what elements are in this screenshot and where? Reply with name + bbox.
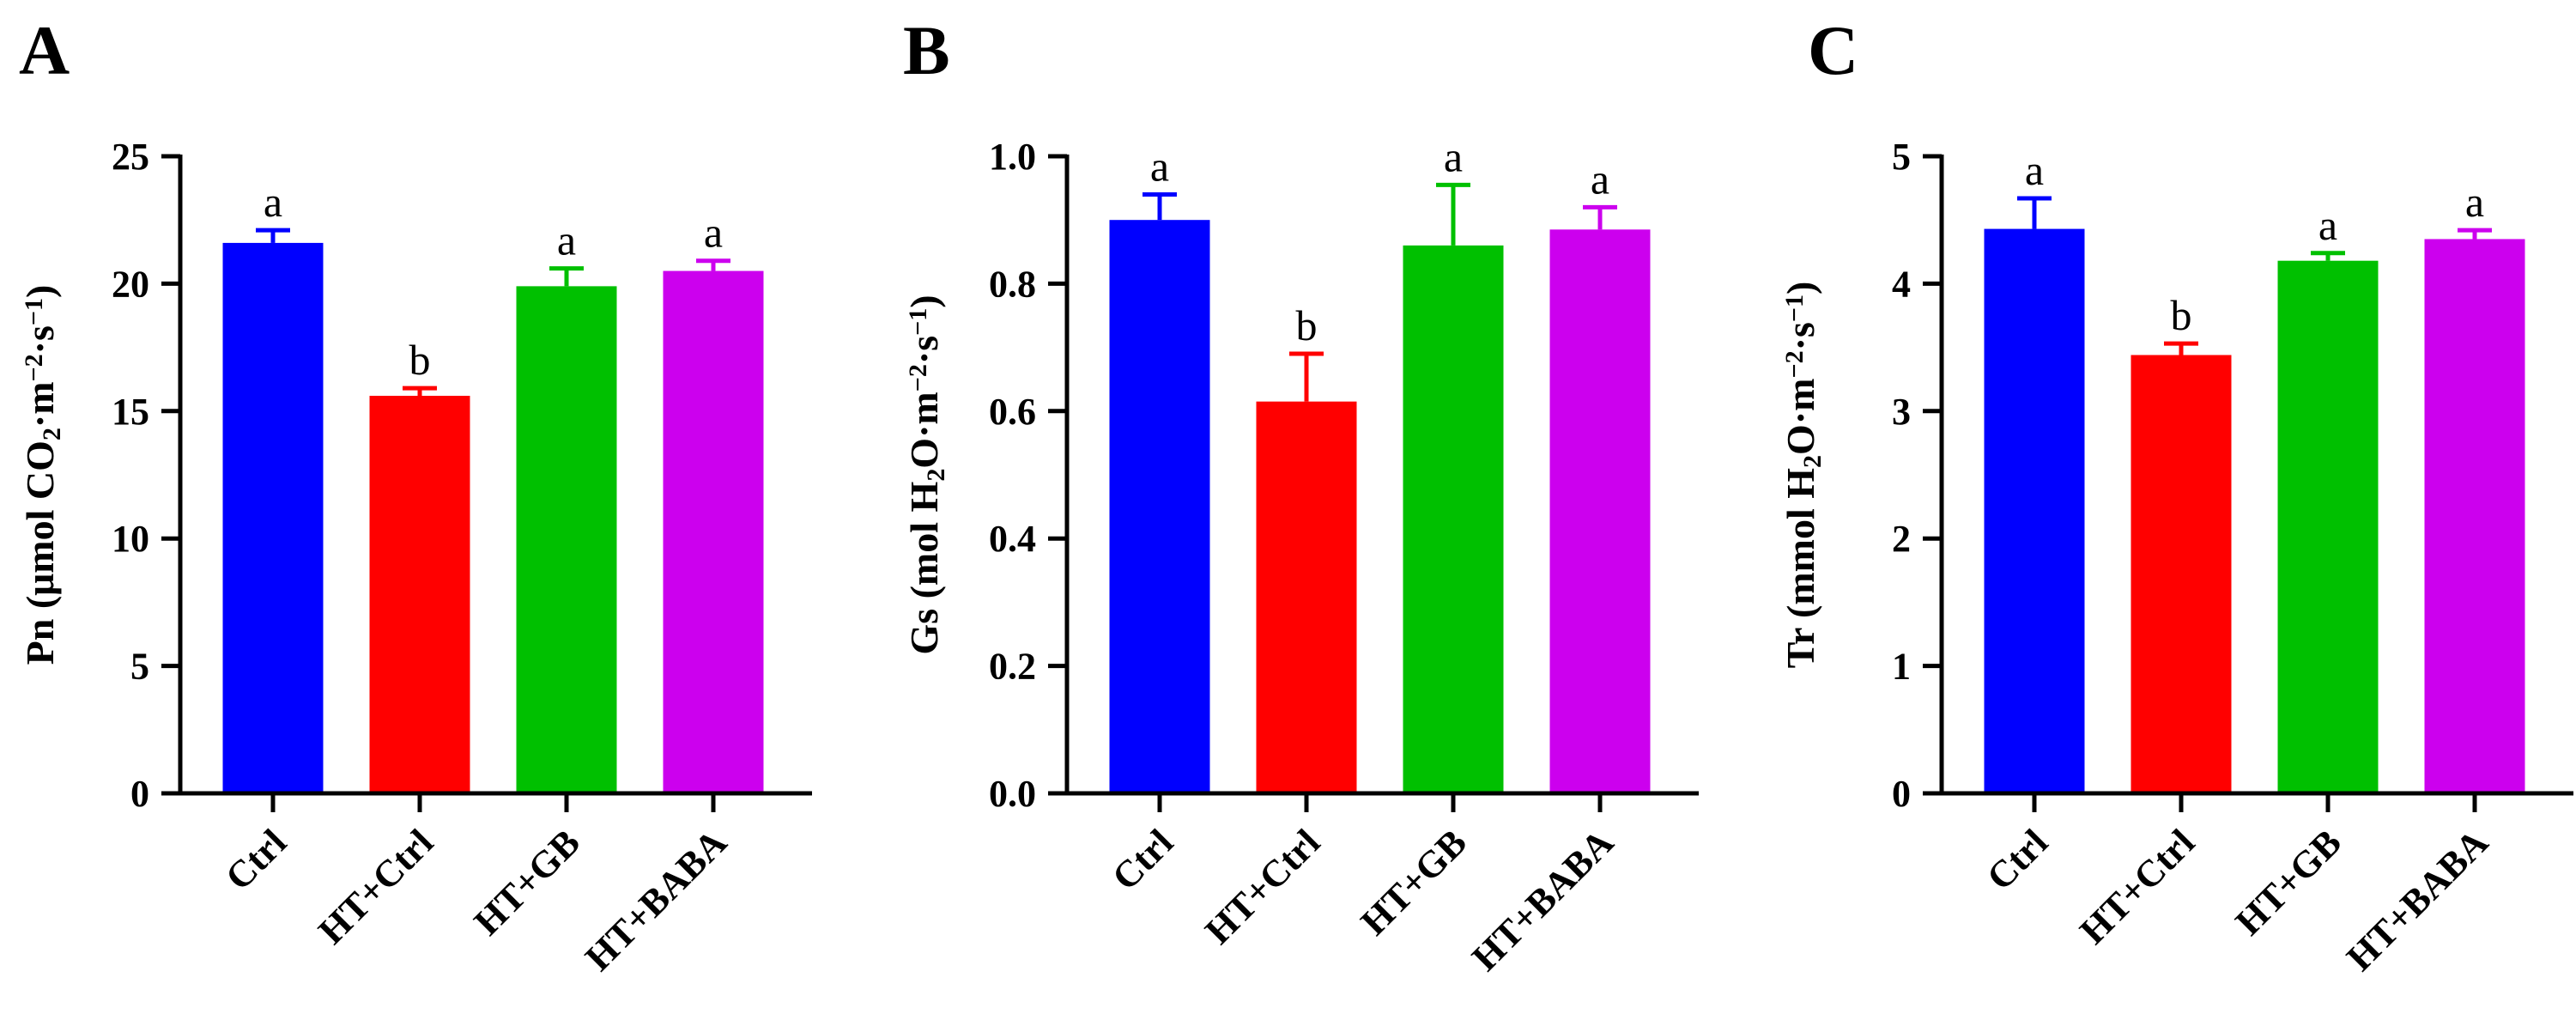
y-axis-label-part: 2 — [38, 428, 66, 440]
significance-label: a — [1150, 143, 1169, 191]
y-axis-label-part: −1 — [904, 308, 932, 336]
significance-label: a — [1444, 132, 1463, 180]
category-label: HT+GB — [1353, 821, 1475, 943]
significance-label: b — [1296, 301, 1318, 349]
y-tick-label: 0.4 — [989, 518, 1036, 560]
y-tick-label: 0 — [1892, 773, 1911, 815]
y-axis-label-part: Tr (mmol H — [1779, 468, 1822, 669]
y-axis-label-part: −2 — [904, 364, 932, 392]
category-label: HT+Ctrl — [310, 821, 441, 952]
panel-a: A Pn (μmol CO2·m−2·s−1) 0 5 10 15 20 25 a Ctrl b HT… — [18, 11, 812, 979]
y-axis-label: Tr (mmol H2O·m−2·s−1) — [1779, 282, 1827, 669]
y-tick-label: 3 — [1892, 391, 1911, 433]
y-axis-label-part: −1 — [1780, 294, 1809, 322]
category-label: Ctrl — [1104, 821, 1181, 898]
y-tick-label: 0 — [130, 773, 149, 815]
category-label: HT+Ctrl — [2071, 821, 2203, 952]
y-axis-label-part: −2 — [1780, 350, 1809, 378]
significance-label: b — [409, 336, 431, 384]
significance-label: a — [704, 209, 723, 257]
y-axis-label-part: O·m — [1779, 378, 1822, 454]
y-axis-label: Gs (mol H2O·m−2·s−1) — [902, 294, 950, 654]
y-tick-label: 2 — [1892, 518, 1911, 560]
y-axis-label-part: 2 — [1798, 455, 1827, 468]
y-tick-label: 15 — [112, 391, 149, 433]
category-label: HT+Ctrl — [1197, 821, 1328, 952]
y-tick-label: 0.0 — [989, 773, 1036, 815]
bar — [1984, 228, 2085, 793]
category-label: HT+BABA — [577, 821, 735, 979]
category-label: Ctrl — [1979, 821, 2056, 898]
panel-letter: A — [19, 11, 70, 89]
y-tick-label: 5 — [130, 646, 149, 688]
bar — [1256, 401, 1357, 793]
y-axis-label-part: ) — [902, 294, 946, 307]
y-tick-label: 1 — [1892, 646, 1911, 688]
y-axis-label-part: Pn (μmol CO — [18, 440, 62, 665]
panel-b: B Gs (mol H2O·m−2·s−1) 0.0 0.2 0.4 0.6 0.8 1.0 a… — [902, 11, 1699, 979]
category-label: HT+BABA — [1464, 821, 1621, 979]
significance-label: a — [2465, 178, 2484, 226]
category-label: HT+GB — [466, 821, 588, 943]
y-tick-label: 0.8 — [989, 263, 1036, 305]
y-axis-label-part: Gs (mol H — [902, 481, 946, 654]
significance-label: a — [1591, 155, 1609, 203]
y-tick-label: 10 — [112, 518, 149, 560]
y-axis-label-part: ·s — [1779, 322, 1822, 350]
y-tick-label: 20 — [112, 263, 149, 305]
y-axis-label-part: ) — [1779, 282, 1822, 294]
y-axis-label-part: 2 — [922, 469, 950, 482]
significance-label: a — [2025, 146, 2044, 194]
y-axis-label-part: ·s — [18, 325, 62, 354]
bar — [369, 395, 470, 793]
y-axis-label: Pn (μmol CO2·m−2·s−1) — [18, 285, 66, 665]
bar — [2131, 355, 2232, 793]
category-label: Ctrl — [217, 821, 294, 898]
y-axis-label-part: −2 — [20, 354, 48, 381]
significance-label: a — [557, 216, 576, 264]
category-label: HT+GB — [2227, 821, 2349, 943]
panel-letter: C — [1808, 11, 1858, 89]
bar — [222, 242, 324, 793]
panel-letter: B — [903, 11, 950, 89]
significance-label: a — [2318, 201, 2337, 249]
bar — [516, 286, 617, 793]
bar — [1549, 229, 1651, 794]
y-tick-label: 0.2 — [989, 646, 1036, 688]
bar — [1403, 245, 1504, 793]
y-axis-label-part: −1 — [20, 298, 48, 325]
bar — [2424, 239, 2525, 794]
y-tick-label: 5 — [1892, 136, 1911, 178]
y-axis-label-part: ) — [18, 285, 62, 298]
bar — [663, 270, 764, 793]
significance-label: a — [264, 178, 282, 226]
significance-label: b — [2171, 291, 2192, 339]
y-tick-label: 0.6 — [989, 391, 1036, 433]
y-tick-label: 1.0 — [989, 136, 1036, 178]
y-axis-label-part: ·s — [902, 336, 946, 364]
y-tick-label: 4 — [1892, 263, 1911, 305]
y-axis-label-part: O·m — [902, 392, 946, 468]
bar — [1109, 220, 1210, 793]
y-tick-label: 25 — [112, 136, 149, 178]
category-label: HT+BABA — [2338, 821, 2496, 979]
y-axis-label-part: ·m — [18, 381, 62, 428]
bar — [2277, 260, 2379, 793]
